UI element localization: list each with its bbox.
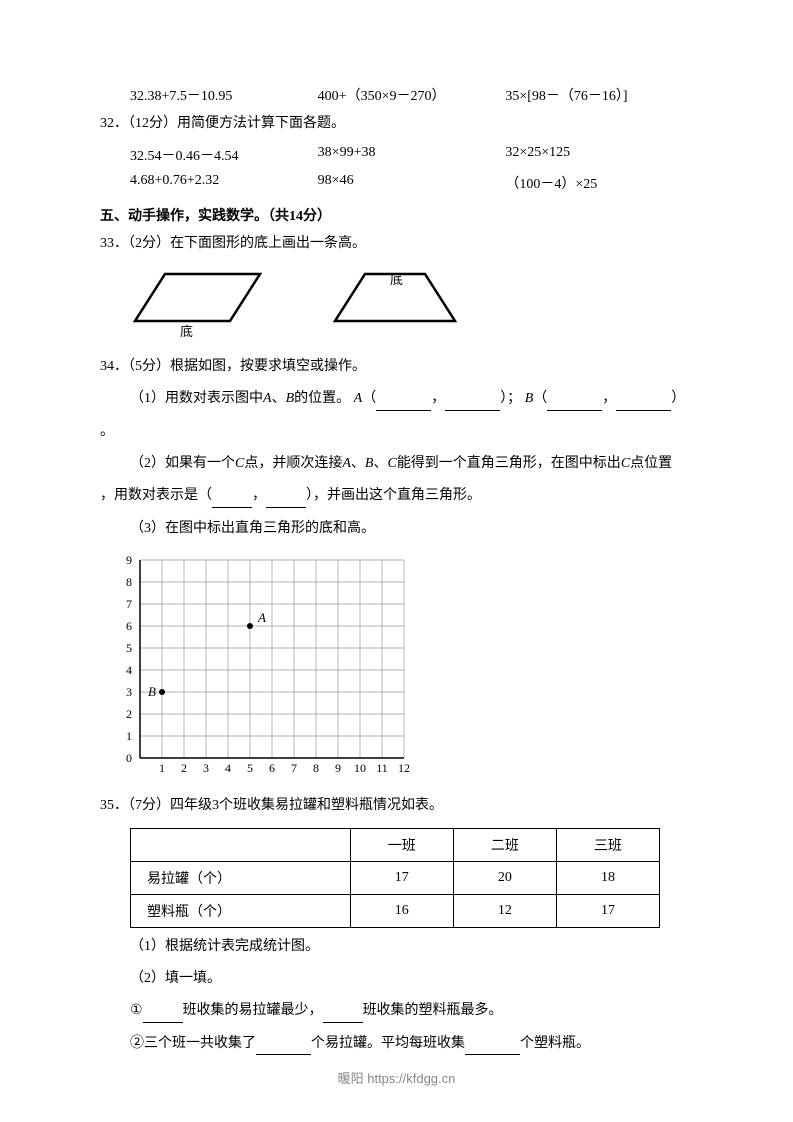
- svg-text:2: 2: [126, 707, 132, 721]
- expr-a: 32.38+7.5－10.95: [130, 85, 318, 105]
- blank-least-cans[interactable]: [143, 1007, 183, 1023]
- svg-text:12: 12: [398, 761, 410, 775]
- table-row: 塑料瓶（个） 16 12 17: [131, 894, 660, 927]
- coordinate-grid: 0123456789123456789101112AB: [100, 550, 693, 785]
- q34-part3: （3）在图中标出直角三角形的底和高。: [100, 518, 693, 540]
- expr-b: 400+（350×9－270）: [318, 85, 506, 105]
- svg-text:8: 8: [313, 761, 319, 775]
- q32-r1-b: 38×99+38: [318, 145, 506, 165]
- cell: 17: [350, 861, 453, 894]
- table-row: 易拉罐（个） 17 20 18: [131, 861, 660, 894]
- q32-r1-c: 32×25×125: [505, 145, 693, 165]
- q32-row2: 4.68+0.76+2.32 98×46 （100－4）×25: [100, 173, 693, 193]
- q32-r2-a: 4.68+0.76+2.32: [130, 173, 318, 193]
- q34-part2-l1: （2）如果有一个C点，并顺次连接A、B、C能得到一个直角三角形，在图中标出C点位…: [100, 453, 693, 475]
- cell: 16: [350, 894, 453, 927]
- q34-part2-l2: ，用数对表示是（，），并画出这个直角三角形。: [100, 485, 693, 507]
- th-3: 三班: [556, 828, 659, 861]
- cell: 17: [556, 894, 659, 927]
- th-2: 二班: [453, 828, 556, 861]
- blank-b-x[interactable]: [547, 395, 602, 411]
- svg-text:4: 4: [126, 663, 132, 677]
- blank-a-y[interactable]: [445, 395, 500, 411]
- q35-intro: 35．（7分）四年级3个班收集易拉罐和塑料瓶情况如表。: [100, 795, 693, 817]
- q35-p1: （1）根据统计表完成统计图。: [100, 936, 693, 958]
- footer-text: 暖阳 https://kfdgg.cn: [0, 1068, 793, 1087]
- trapezoid-shape: 底: [330, 266, 460, 341]
- q32-r1-a: 32.54－0.46－4.54: [130, 145, 318, 165]
- svg-text:3: 3: [126, 685, 132, 699]
- svg-text:5: 5: [247, 761, 253, 775]
- blank-avg-bottles[interactable]: [465, 1039, 520, 1055]
- blank-total-cans[interactable]: [256, 1039, 311, 1055]
- svg-text:7: 7: [291, 761, 297, 775]
- svg-text:6: 6: [126, 619, 132, 633]
- th-1: 一班: [350, 828, 453, 861]
- q33-shapes: 底 底: [100, 266, 693, 341]
- svg-text:7: 7: [126, 597, 132, 611]
- section5-title: 五、动手操作，实践数学。（共14分）: [100, 205, 693, 225]
- cell: 易拉罐（个）: [131, 861, 351, 894]
- expression-row-top: 32.38+7.5－10.95 400+（350×9－270） 35×[98－（…: [100, 85, 693, 105]
- svg-text:4: 4: [225, 761, 231, 775]
- blank-b-y[interactable]: [616, 395, 671, 411]
- svg-text:11: 11: [376, 761, 388, 775]
- q32-r2-b: 98×46: [318, 173, 506, 193]
- q35-p2-2: ②三个班一共收集了个易拉罐。平均每班收集个塑料瓶。: [100, 1033, 693, 1055]
- table-header-row: 一班 二班 三班: [131, 828, 660, 861]
- base-label-1: 底: [180, 324, 193, 339]
- svg-text:1: 1: [159, 761, 165, 775]
- th-0: [131, 828, 351, 861]
- base-label-2: 底: [390, 272, 403, 287]
- grid-svg: 0123456789123456789101112AB: [110, 550, 420, 780]
- svg-text:9: 9: [126, 553, 132, 567]
- q32-prompt: 32．（12分）用简便方法计算下面各题。: [100, 113, 693, 135]
- svg-text:6: 6: [269, 761, 275, 775]
- svg-text:1: 1: [126, 729, 132, 743]
- cell: 12: [453, 894, 556, 927]
- q35-table: 一班 二班 三班 易拉罐（个） 17 20 18 塑料瓶（个） 16 12 17: [130, 828, 660, 928]
- q33-prompt: 33．（2分）在下面图形的底上画出一条高。: [100, 233, 693, 255]
- svg-text:B: B: [148, 684, 156, 699]
- blank-c-y[interactable]: [266, 492, 306, 508]
- svg-text:8: 8: [126, 575, 132, 589]
- cell: 20: [453, 861, 556, 894]
- q32-r2-c: （100－4）×25: [505, 173, 693, 193]
- q34-intro: 34．（5分）根据如图，按要求填空或操作。: [100, 356, 693, 378]
- blank-a-x[interactable]: [376, 395, 431, 411]
- parallelogram-shape: 底: [130, 266, 270, 341]
- q35-p2-1: ①班收集的易拉罐最少，班收集的塑料瓶最多。: [100, 1000, 693, 1022]
- cell: 18: [556, 861, 659, 894]
- blank-most-bottles[interactable]: [323, 1007, 363, 1023]
- svg-text:A: A: [257, 610, 266, 625]
- svg-text:10: 10: [354, 761, 366, 775]
- svg-text:2: 2: [181, 761, 187, 775]
- q32-row1: 32.54－0.46－4.54 38×99+38 32×25×125: [100, 145, 693, 165]
- period-line: 。: [100, 421, 693, 443]
- expr-c: 35×[98－（76－16）]: [505, 85, 693, 105]
- svg-text:3: 3: [203, 761, 209, 775]
- q34-part1: （1）用数对表示图中A、B的位置。 A（，）； B（，）: [100, 388, 693, 410]
- blank-c-x[interactable]: [212, 492, 252, 508]
- svg-text:9: 9: [335, 761, 341, 775]
- q35-p2: （2）填一填。: [100, 968, 693, 990]
- cell: 塑料瓶（个）: [131, 894, 351, 927]
- svg-text:0: 0: [126, 751, 132, 765]
- svg-text:5: 5: [126, 641, 132, 655]
